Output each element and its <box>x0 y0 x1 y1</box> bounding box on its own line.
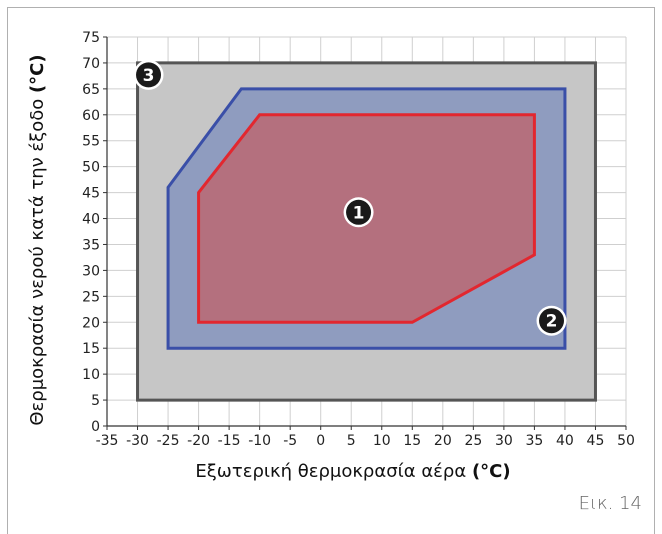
y-tick-label: 45 <box>82 186 100 202</box>
y-tick-label: 35 <box>82 237 100 253</box>
chart: -35 -30 -25 -20 -15 -10 -5 0 5 10 15 20 25 30 35 40 45 50… <box>82 30 635 449</box>
y-axis-unit: (°C) <box>27 54 48 93</box>
x-tick-label: 20 <box>434 433 452 449</box>
x-tick-label: 5 <box>347 433 356 449</box>
badge-2 <box>539 308 565 334</box>
x-axis-label-text: Εξωτερική θερμοκρασία αέρα <box>195 461 466 482</box>
badge-3 <box>136 62 162 88</box>
badge-label-2: 2 <box>546 312 558 332</box>
x-tick-label: 10 <box>373 433 391 449</box>
figure-border <box>7 7 655 534</box>
x-tick-label: 15 <box>403 433 421 449</box>
x-tick-label: -30 <box>126 433 149 449</box>
y-tick-label: 40 <box>82 212 100 228</box>
figure-number-label: Εικ. 14 <box>578 493 642 514</box>
y-axis-label-text: Θερμοκρασία νερού κατά την έξοδο <box>27 99 48 426</box>
x-tick-label: 25 <box>464 433 482 449</box>
badge-label-3: 3 <box>143 66 155 86</box>
y-tick-label: 70 <box>82 56 100 72</box>
y-tick-label: 60 <box>82 108 100 124</box>
x-tick-label: -15 <box>218 433 241 449</box>
y-tick-label: 30 <box>82 263 100 279</box>
y-tick-label: 15 <box>82 341 100 357</box>
y-axis-label: Θερμοκρασία νερού κατά την έξοδο (°C) <box>27 54 48 425</box>
x-axis-unit: (°C) <box>472 461 511 482</box>
y-tick-label: 10 <box>82 367 100 383</box>
x-tick-label: 0 <box>316 433 325 449</box>
badge-1 <box>346 199 372 225</box>
x-tick-label: 40 <box>556 433 574 449</box>
x-tick-label: 45 <box>587 433 605 449</box>
x-tick-label: 35 <box>525 433 543 449</box>
x-tick-label: -10 <box>248 433 271 449</box>
y-tick-label: 75 <box>82 30 100 46</box>
x-tick-label: -20 <box>187 433 210 449</box>
x-axis-label: Εξωτερική θερμοκρασία αέρα (°C) <box>195 461 510 482</box>
x-tick-label: -25 <box>157 433 180 449</box>
y-tick-label: 65 <box>82 82 100 98</box>
x-tick-label: 30 <box>495 433 513 449</box>
y-tick-label: 20 <box>82 315 100 331</box>
y-tick-label: 55 <box>82 134 100 150</box>
y-tick-label: 50 <box>82 160 100 176</box>
x-tick-label: -5 <box>283 433 297 449</box>
x-tick-label: -35 <box>96 433 119 449</box>
y-tick-label: 0 <box>91 419 100 435</box>
x-tick-label: 50 <box>617 433 635 449</box>
badge-label-1: 1 <box>353 203 365 223</box>
y-tick-label: 5 <box>91 393 100 409</box>
y-tick-label: 25 <box>82 289 100 305</box>
